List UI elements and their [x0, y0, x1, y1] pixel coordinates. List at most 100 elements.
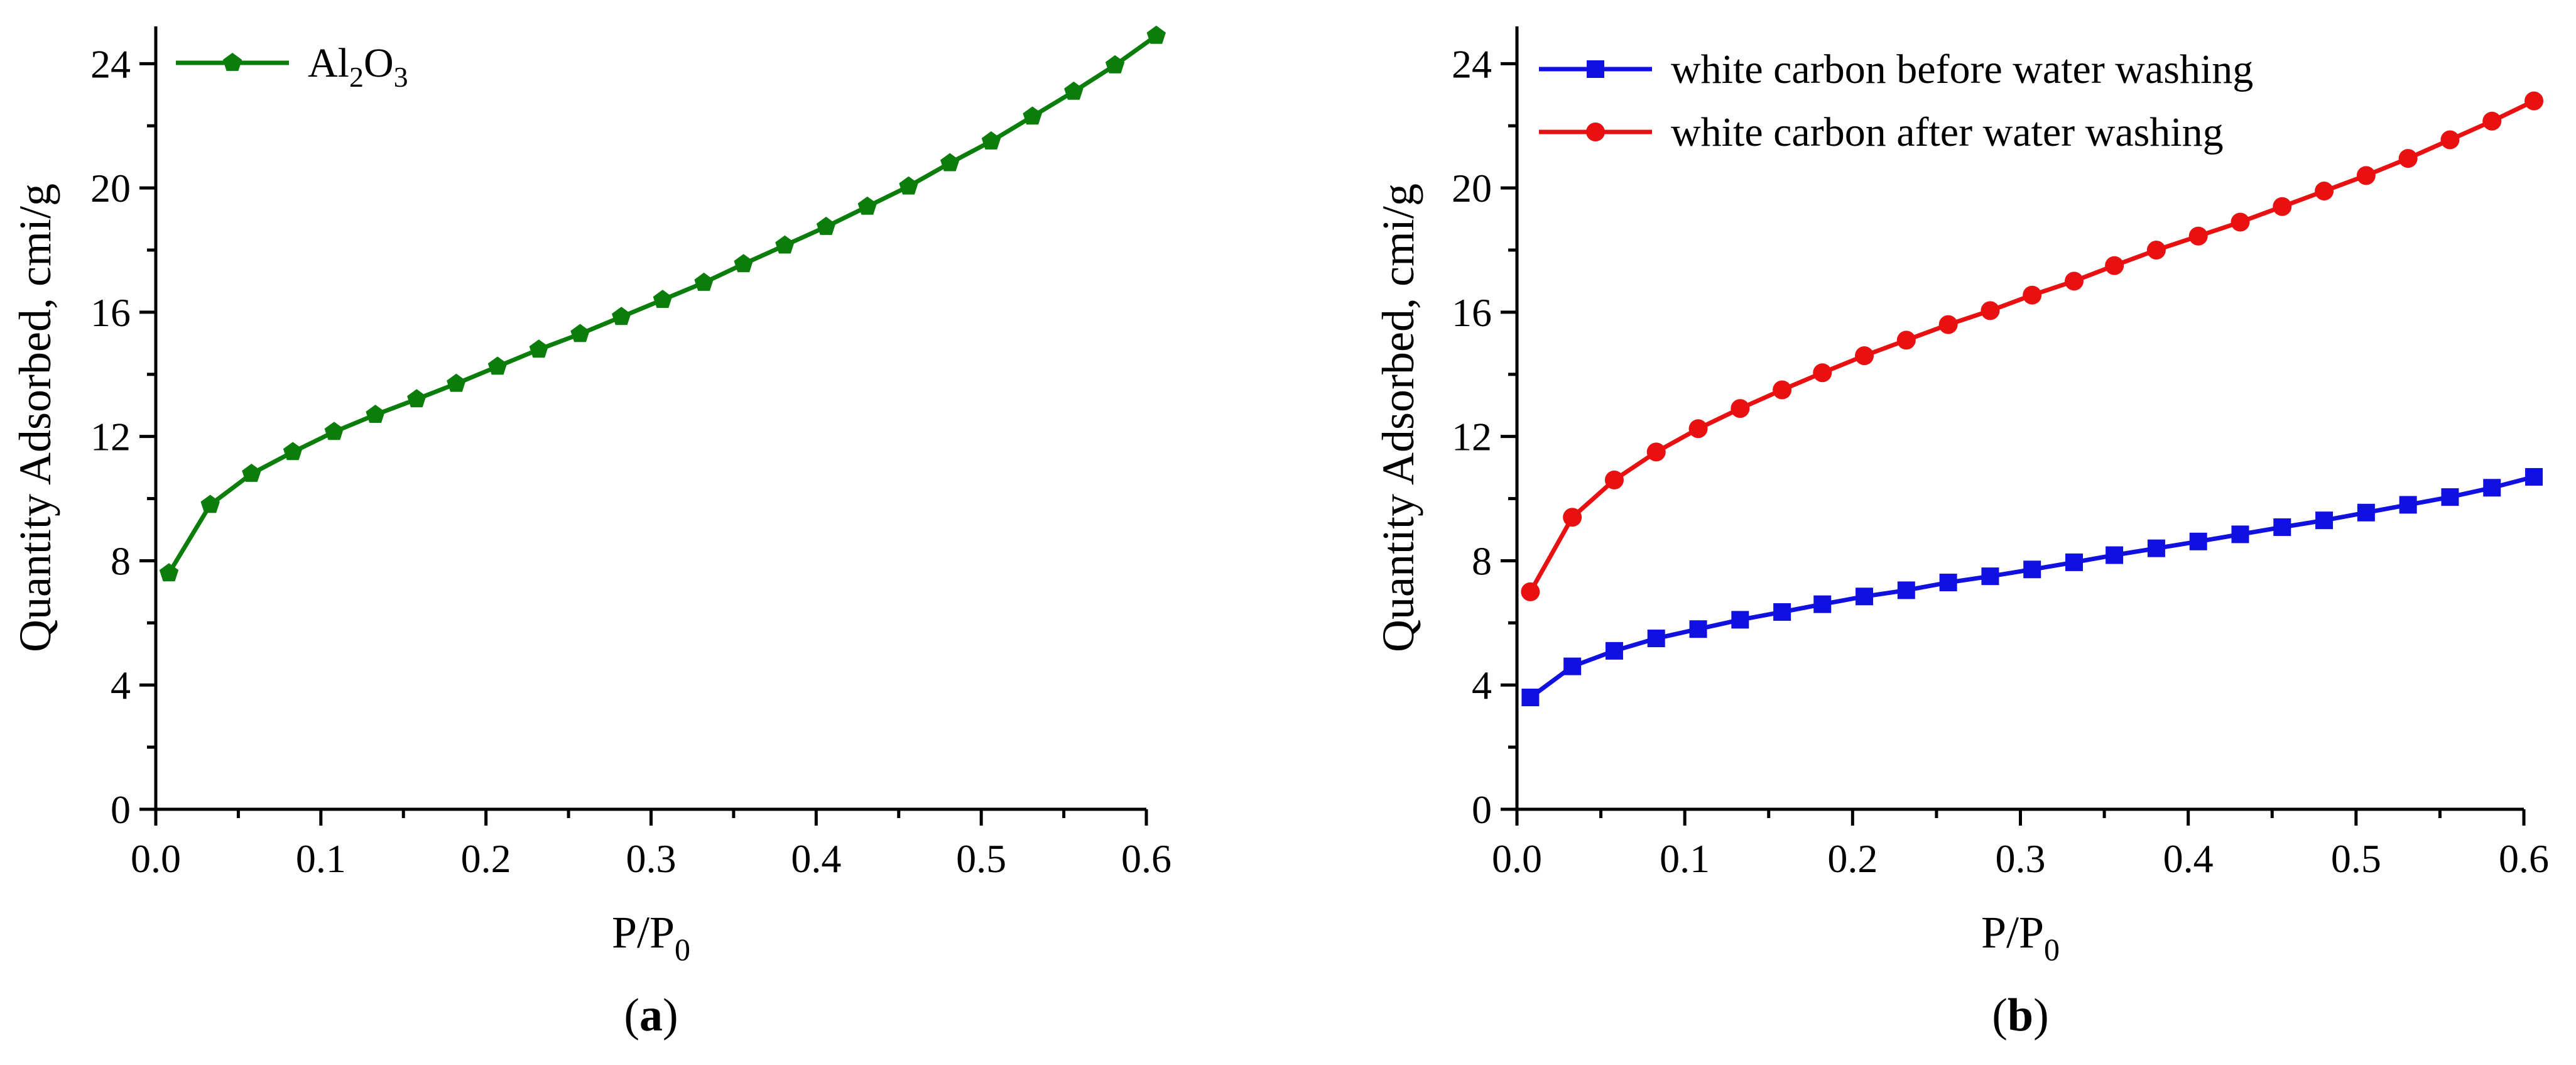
panel-a-data-point	[653, 290, 673, 309]
panel-a-data-point	[200, 494, 220, 513]
panel-b-data-point	[1521, 689, 1540, 706]
panel-a-x-tick-label: 0.5	[956, 836, 1006, 881]
panel-b-series-1	[1521, 467, 2543, 706]
panel-a-data-point	[487, 356, 508, 375]
panel-a-data-point	[734, 254, 753, 273]
panel-b-data-point	[1813, 363, 1832, 383]
panel-a-data-point	[529, 339, 548, 358]
panel-b-data-point	[1938, 315, 1958, 334]
panel-b-data-point	[1605, 642, 1623, 660]
panel-b-x-tick-label: 0.0	[1492, 836, 1542, 881]
panel-a-panel-label: (a)	[624, 990, 678, 1041]
panel-b-data-point	[2231, 212, 2250, 232]
panel-a-data-point	[981, 131, 1001, 150]
panel-a-x-axis-title: P/P0	[612, 907, 690, 967]
panel-a-legend-entry-1: Al2O3	[176, 40, 408, 93]
panel-a-data-point	[283, 442, 303, 461]
panel-b-data-point	[1855, 346, 1874, 366]
panel-b-series-2	[1521, 91, 2544, 601]
panel-a-data-point	[816, 216, 836, 235]
panel-b-data-point	[2398, 149, 2418, 168]
panel-a-x-tick-label: 0.0	[131, 836, 181, 881]
panel-b-data-point	[1563, 657, 1582, 675]
panel-b-data-point	[2315, 511, 2334, 530]
panel-a-data-point	[1023, 106, 1042, 125]
panel-a-x-tick-label: 0.2	[461, 836, 511, 881]
panel-b-legend-label: white carbon before water washing	[1671, 46, 2253, 92]
panel-b-data-point	[1604, 470, 1624, 489]
panel-b-data-point	[2440, 130, 2460, 150]
panel-b-data-point	[2356, 166, 2376, 185]
panel-b-data-point	[1521, 582, 1540, 601]
panel-b-y-tick-label: 20	[1452, 166, 1492, 210]
panel-b-data-point	[2231, 525, 2249, 543]
panel-b-y-tick-label: 16	[1452, 290, 1492, 335]
panel-a-data-point	[940, 153, 960, 172]
panel-a-data-point	[1146, 25, 1166, 44]
panel-b-data-point	[2106, 546, 2124, 564]
panel-a-data-point	[407, 389, 427, 408]
panel-b-data-point	[2105, 256, 2124, 275]
panel-b-data-point	[1647, 630, 1665, 648]
panel-a-y-tick-label: 12	[90, 415, 131, 459]
panel-b-data-point	[1689, 620, 1707, 638]
panel-a-y-axis-title: Quantity Adsorbed, cmi/g	[10, 183, 60, 652]
panel-b-data-point	[1773, 380, 1792, 400]
panel-a-data-point	[857, 196, 877, 215]
panel-a-data-point	[447, 373, 466, 392]
panel-b-data-point	[1773, 603, 1791, 621]
panel-b-chart: 0 4 8 12 16 20 24 0.0 0.1 0.2 0.3 0.4 0.5 0.6 P/P0 Quan…	[1373, 26, 2549, 1041]
panel-a-data-point	[570, 324, 590, 342]
panel-a-y-tick-label: 24	[90, 41, 131, 86]
panel-b-data-point	[2525, 467, 2543, 486]
panel-b-data-point	[1563, 508, 1582, 527]
panel-a-legend-marker	[222, 53, 242, 71]
panel-b-data-point	[2273, 197, 2292, 216]
panel-a-x-tick-label: 0.3	[626, 836, 677, 881]
panel-b-data-point	[1897, 581, 1915, 599]
panel-b-x-tick-label: 0.2	[1827, 836, 1878, 881]
panel-b-data-point	[2023, 285, 2042, 305]
panel-b-data-point	[1731, 399, 1750, 418]
panel-b-legend-entry-2: white carbon after water washing	[1539, 109, 2224, 155]
panel-b-data-point	[1646, 442, 1666, 462]
panel-b-x-tick-label: 0.3	[1996, 836, 2046, 881]
panel-a-series-1	[159, 25, 1166, 582]
panel-a-y-tick-label: 20	[90, 166, 131, 210]
panel-a-data-point	[242, 464, 261, 482]
panel-b-data-point	[2357, 503, 2375, 522]
panel-b-data-point	[2189, 532, 2207, 550]
panel-b-y-axis-title: Quantity Adsorbed, cmi/g	[1373, 183, 1423, 652]
panel-b-x-tick-label: 0.1	[1660, 836, 1710, 881]
panel-b-y-tick-label: 24	[1452, 41, 1492, 86]
panel-b-y-tick-label: 0	[1472, 787, 1492, 832]
panel-a-data-point	[775, 235, 795, 254]
panel-a-x-tick-label: 0.1	[296, 836, 346, 881]
panel-b-data-point	[1856, 587, 1874, 606]
panel-b-legend-label: white carbon after water washing	[1671, 109, 2224, 155]
panel-a-y-tick-label: 16	[90, 290, 131, 335]
panel-b-y-tick-label: 4	[1472, 663, 1492, 707]
panel-b-x-tick-label: 0.5	[2331, 836, 2381, 881]
panel-b-data-point	[2146, 241, 2166, 259]
panel-a-legend-label: Al2O3	[308, 40, 408, 93]
panel-b-data-point	[2147, 539, 2165, 557]
panel-a-data-point	[366, 405, 385, 423]
panel-b-x-tick-label: 0.6	[2499, 836, 2549, 881]
panel-b-y-tick-label: 12	[1452, 415, 1492, 459]
panel-a-y-tick-label: 8	[111, 538, 131, 583]
panel-b-x-axis-title: P/P0	[1981, 907, 2060, 967]
panel-b-data-point	[2315, 182, 2334, 201]
panel-a-x-tick-label: 0.6	[1121, 836, 1171, 881]
panel-a-data-point	[694, 272, 714, 291]
panel-b-legend-entry-1: white carbon before water washing	[1539, 46, 2253, 92]
panel-b-series-line	[1528, 99, 2535, 593]
panel-a-data-point	[1105, 55, 1125, 74]
panel-a-y-tick-label: 0	[111, 787, 131, 832]
panel-b-data-point	[1939, 574, 1957, 592]
panel-a-chart: 0 4 8 12 16 20 24 0.0 0.1 0.2 0.3 0.4 0.5 0.6 P/P0 Quan…	[10, 25, 1171, 1041]
panel-b-data-point	[2482, 111, 2502, 131]
panel-b-data-point	[1981, 567, 1999, 586]
